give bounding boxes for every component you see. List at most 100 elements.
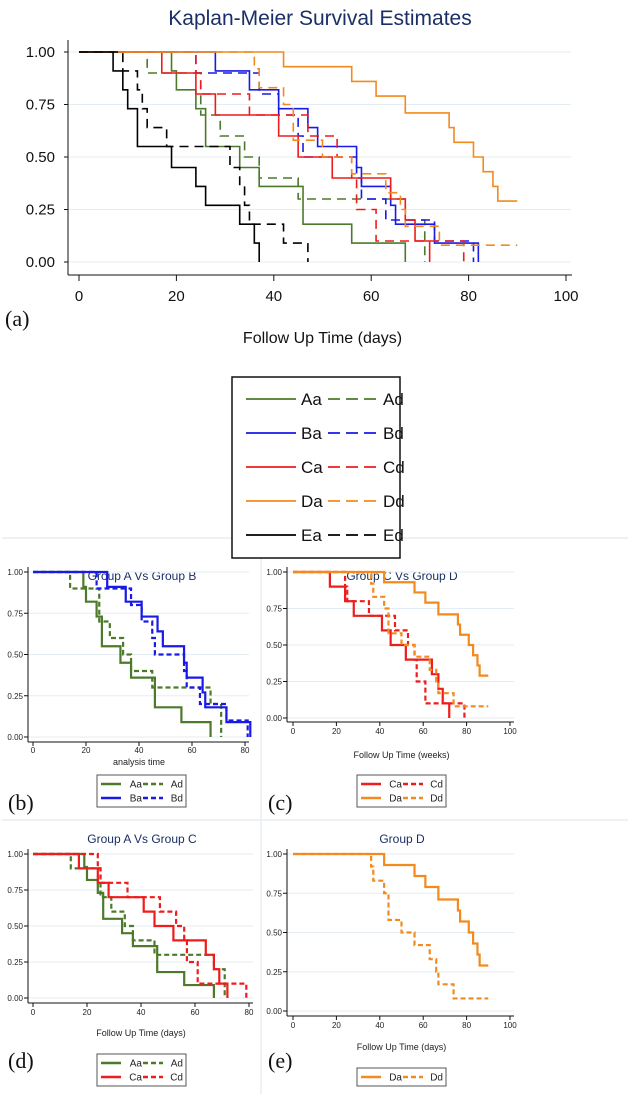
legend-label-Ad: Ad bbox=[383, 390, 404, 409]
x-tick-label: 20 bbox=[168, 288, 185, 305]
panel-letter: (b) bbox=[8, 790, 34, 815]
survival-curve-Aa bbox=[79, 51, 407, 262]
legend-label-Cd: Cd bbox=[430, 780, 443, 791]
survival-curve-Dd bbox=[79, 51, 518, 246]
x-tick-label: 40 bbox=[135, 746, 144, 755]
legend-box bbox=[356, 774, 447, 808]
legend-label-Ba: Ba bbox=[301, 424, 322, 443]
x-tick-label: 40 bbox=[265, 288, 282, 305]
x-tick-label: 0 bbox=[75, 288, 83, 305]
y-tick-label: 1.00 bbox=[7, 850, 23, 859]
legend-label-Dd: Dd bbox=[430, 794, 443, 805]
chart-title: Kaplan-Meier Survival Estimates bbox=[168, 7, 471, 30]
x-tick-label: 60 bbox=[191, 1008, 200, 1017]
x-tick-label: 20 bbox=[332, 1021, 341, 1030]
chart-title: Group D bbox=[379, 832, 425, 846]
legend-label-Da: Da bbox=[389, 794, 402, 805]
y-tick-label: 0.75 bbox=[7, 886, 23, 895]
y-tick-label: 0.00 bbox=[7, 733, 23, 742]
legend-label-Aa: Aa bbox=[301, 390, 322, 409]
x-tick-label: 60 bbox=[419, 727, 428, 736]
y-tick-label: 0.00 bbox=[26, 254, 55, 271]
survival-curve-Da bbox=[293, 570, 489, 677]
survival-curve-Cd bbox=[79, 51, 465, 262]
chart-panel-a: Kaplan-Meier Survival Estimates 0.00 0.25 0… bbox=[5, 7, 579, 559]
x-tick-label: 60 bbox=[419, 1021, 428, 1030]
y-tick-label: 0.75 bbox=[266, 889, 282, 898]
x-tick-label: 60 bbox=[363, 288, 380, 305]
x-axis-label: analysis time bbox=[113, 757, 165, 767]
x-tick-label: 80 bbox=[462, 1021, 471, 1030]
x-tick-label: 100 bbox=[553, 288, 578, 305]
x-tick-label: 0 bbox=[291, 727, 296, 736]
legend-label-Ca: Ca bbox=[301, 458, 323, 477]
legend-box bbox=[96, 1053, 187, 1087]
x-tick-label: 100 bbox=[503, 727, 517, 736]
legend: Aa Ad Ba Bd bbox=[96, 774, 187, 808]
x-tick-label: 40 bbox=[137, 1008, 146, 1017]
y-tick-label: 0.50 bbox=[7, 651, 23, 660]
x-axis-label: Follow Up Time (weeks) bbox=[353, 750, 449, 760]
chart-title: Group A Vs Group C bbox=[87, 832, 197, 846]
x-tick-label: 40 bbox=[375, 1021, 384, 1030]
x-tick-label: 80 bbox=[241, 746, 250, 755]
panel-letter: (e) bbox=[268, 1048, 292, 1073]
legend-label-Dd: Dd bbox=[430, 1073, 443, 1084]
legend-label-Ca: Ca bbox=[389, 780, 402, 791]
y-tick-label: 0.75 bbox=[7, 609, 23, 618]
survival-curve-Ed bbox=[79, 51, 309, 262]
y-tick-label: 1.00 bbox=[7, 568, 23, 577]
x-axis-label: Follow Up Time (days) bbox=[243, 330, 402, 347]
legend-box bbox=[356, 1067, 447, 1087]
survival-curve-Ca bbox=[33, 852, 229, 998]
survival-curve-Ca bbox=[293, 570, 451, 718]
y-tick-label: 0.25 bbox=[266, 968, 282, 977]
legend-label-Da: Da bbox=[301, 492, 323, 511]
y-tick-label: 0.75 bbox=[266, 605, 282, 614]
legend-label-Bd: Bd bbox=[383, 424, 404, 443]
chart-panel-d: Group A Vs Group C 0.00 0.25 0.50 0.75 1.00 0 2… bbox=[7, 832, 254, 1087]
legend-label-Ad: Ad bbox=[171, 780, 183, 791]
x-axis-label: Follow Up Time (days) bbox=[96, 1028, 186, 1038]
legend-label-Aa: Aa bbox=[130, 1059, 143, 1070]
y-tick-label: 1.00 bbox=[26, 44, 55, 61]
x-tick-label: 60 bbox=[188, 746, 197, 755]
panel-letter: (d) bbox=[8, 1048, 34, 1073]
survival-curve-Da bbox=[79, 51, 518, 202]
x-tick-label: 0 bbox=[31, 746, 36, 755]
legend: Aa Ad Ba Bd Ca Cd Da Dd Ea Ed bbox=[231, 376, 405, 559]
legend-box bbox=[96, 774, 187, 808]
x-tick-label: 20 bbox=[332, 727, 341, 736]
legend-label-Ba: Ba bbox=[130, 794, 143, 805]
legend: Aa Ad Ca Cd bbox=[96, 1053, 187, 1087]
legend-label-Bd: Bd bbox=[171, 794, 183, 805]
survival-curve-Ad bbox=[33, 570, 223, 737]
x-tick-label: 20 bbox=[83, 1008, 92, 1017]
y-tick-label: 0.75 bbox=[26, 97, 55, 114]
survival-curve-Da bbox=[293, 852, 489, 967]
survival-curve-Ba bbox=[33, 570, 252, 737]
chart-panel-b: Group A Vs Group B0.000.250.500.751.000 2… bbox=[7, 567, 252, 815]
y-tick-label: 0.25 bbox=[7, 958, 23, 967]
x-tick-label: 80 bbox=[460, 288, 477, 305]
survival-curve-Aa bbox=[33, 570, 212, 737]
survival-curve-Cd bbox=[293, 570, 466, 718]
x-tick-label: 80 bbox=[245, 1008, 254, 1017]
legend-label-Ed: Ed bbox=[383, 526, 404, 545]
x-tick-label: 0 bbox=[291, 1021, 296, 1030]
survival-curve-Bd bbox=[33, 570, 249, 737]
survival-curve-Ca bbox=[79, 51, 431, 262]
x-tick-label: 40 bbox=[375, 727, 384, 736]
survival-curve-Aa bbox=[33, 852, 215, 998]
panel-letter: (c) bbox=[268, 790, 292, 815]
legend-label-Da: Da bbox=[389, 1073, 402, 1084]
x-tick-label: 100 bbox=[503, 1021, 517, 1030]
y-tick-label: 0.25 bbox=[266, 678, 282, 687]
survival-curve-Ba bbox=[79, 51, 480, 262]
chart-panel-e: Group D 0.00 0.25 0.50 0.75 1.00 0 20 40 60 80 100 F… bbox=[266, 832, 517, 1087]
legend-label-Aa: Aa bbox=[130, 780, 143, 791]
legend-label-Ca: Ca bbox=[129, 1073, 142, 1084]
legend-label-Cd: Cd bbox=[170, 1073, 183, 1084]
